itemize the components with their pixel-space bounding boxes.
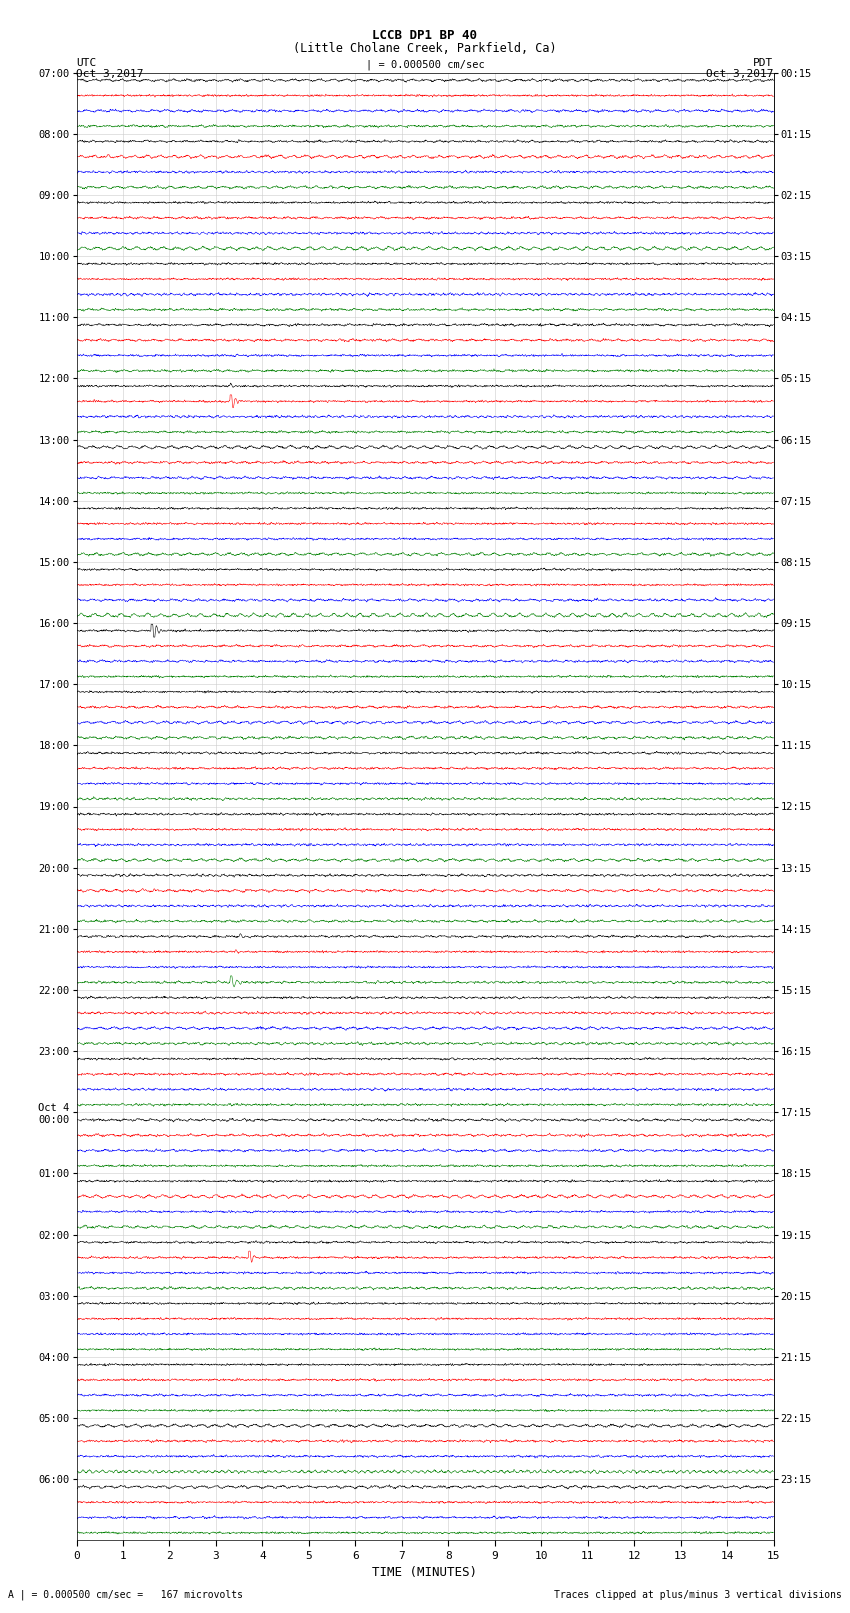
Text: PDT: PDT <box>753 58 774 68</box>
X-axis label: TIME (MINUTES): TIME (MINUTES) <box>372 1566 478 1579</box>
Text: Traces clipped at plus/minus 3 vertical divisions: Traces clipped at plus/minus 3 vertical … <box>553 1590 842 1600</box>
Text: | = 0.000500 cm/sec: | = 0.000500 cm/sec <box>366 60 484 71</box>
Text: (Little Cholane Creek, Parkfield, Ca): (Little Cholane Creek, Parkfield, Ca) <box>293 42 557 55</box>
Text: Oct 3,2017: Oct 3,2017 <box>706 69 774 79</box>
Text: Oct 3,2017: Oct 3,2017 <box>76 69 144 79</box>
Text: A | = 0.000500 cm/sec =   167 microvolts: A | = 0.000500 cm/sec = 167 microvolts <box>8 1589 243 1600</box>
Text: LCCB DP1 BP 40: LCCB DP1 BP 40 <box>372 29 478 42</box>
Text: UTC: UTC <box>76 58 97 68</box>
